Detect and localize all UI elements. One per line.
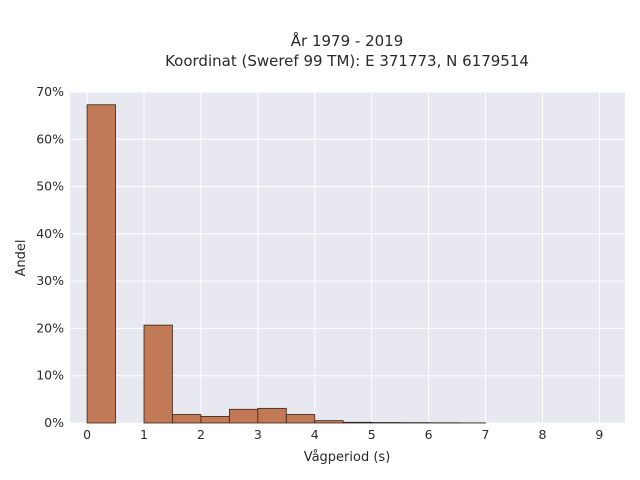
x-tick-label: 8 — [538, 427, 546, 442]
x-tick-label: 2 — [197, 427, 205, 442]
histogram-bar — [86, 104, 116, 424]
y-tick-label: 40% — [36, 226, 64, 241]
histogram-bar — [143, 324, 173, 424]
x-tick-label: 0 — [83, 427, 91, 442]
y-tick-label: 50% — [36, 179, 64, 194]
x-tick-label: 7 — [482, 427, 490, 442]
histogram-bar — [172, 414, 202, 424]
histogram-bar — [228, 408, 259, 424]
x-axis-ticks: 0 1 2 3 4 5 6 7 8 9 — [83, 427, 603, 442]
chart-title-line-2: Koordinat (Sweref 99 TM): E 371773, N 61… — [165, 52, 529, 70]
y-tick-label: 10% — [36, 368, 64, 383]
x-axis-label: Vågperiod (s) — [304, 450, 391, 465]
x-tick-label: 1 — [140, 427, 148, 442]
x-tick-label: 9 — [595, 427, 603, 442]
x-tick-label: 3 — [254, 427, 262, 442]
y-tick-label: 0% — [44, 415, 64, 430]
y-tick-label: 30% — [36, 273, 64, 288]
y-tick-label: 70% — [36, 84, 64, 99]
x-tick-label: 4 — [311, 427, 319, 442]
bars — [86, 104, 486, 424]
histogram-bar — [200, 415, 230, 424]
y-tick-label: 20% — [36, 320, 64, 335]
chart-title-line-1: År 1979 - 2019 — [291, 31, 404, 50]
histogram-bar — [314, 420, 344, 424]
y-tick-label: 60% — [36, 131, 64, 146]
x-tick-label: 5 — [368, 427, 376, 442]
x-tick-label: 6 — [425, 427, 433, 442]
histogram-bar — [342, 421, 373, 424]
histogram-bar — [285, 414, 316, 424]
histogram-bar — [257, 407, 287, 424]
y-axis-ticks: 0% 10% 20% 30% 40% 50% 60% 70% — [36, 84, 64, 430]
y-axis-label: Andel — [14, 240, 29, 277]
